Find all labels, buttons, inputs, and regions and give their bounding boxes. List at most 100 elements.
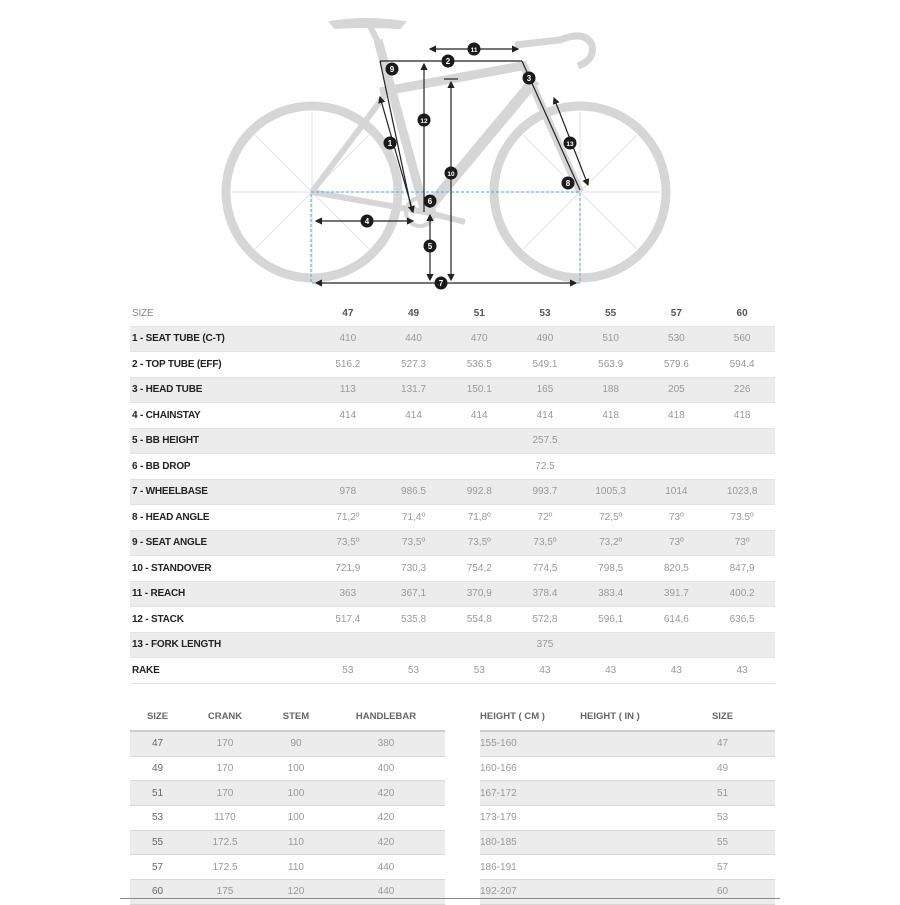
geometry-row: 3 - HEAD TUBE 113 131.7 150.1 165 188 205 226 — [130, 377, 775, 403]
value-cell: 167-172 — [480, 780, 550, 807]
svg-text:11: 11 — [471, 47, 478, 54]
fit-row: 180-185 55 — [480, 830, 775, 856]
svg-text:7: 7 — [439, 279, 444, 288]
value-cell: 49 — [130, 756, 185, 782]
value-cell: 563.9 — [577, 351, 644, 378]
value-cell: 517,4 — [315, 606, 381, 633]
value-cell — [550, 805, 670, 831]
value-cell: 53 — [130, 805, 185, 831]
value-cell: 73º — [709, 530, 775, 556]
components-row: 53 1170 100 420 — [130, 805, 445, 831]
value-cell — [550, 854, 670, 881]
components-row: 51 170 100 420 — [130, 780, 445, 807]
fit-row: 160-166 49 — [480, 756, 775, 782]
value-cell: 188 — [577, 377, 644, 403]
value-cell: 51 — [670, 780, 775, 807]
geometry-row: 7 - WHEELBASE 978 986.5 992.8 993.7 1005,3 101… — [130, 479, 775, 505]
value-cell: 730,3 — [380, 555, 447, 582]
value-cell: 175 — [185, 879, 265, 905]
fit-row: 186-191 57 — [480, 854, 775, 881]
dimension-marker-7: 7 — [434, 276, 448, 290]
value-cell: 51 — [130, 780, 185, 807]
value-cell: 414 — [512, 402, 578, 429]
components-row: 55 172.5 110 420 — [130, 830, 445, 856]
components-row: 49 170 100 400 — [130, 756, 445, 782]
dimension-marker-11: 11 — [467, 42, 481, 56]
value-cell: 57 — [670, 854, 775, 881]
value-cell — [550, 879, 670, 905]
value-cell: 391.7 — [643, 581, 710, 607]
value-cell: 131.7 — [380, 377, 447, 403]
value-cell: 378.4 — [512, 581, 578, 607]
dimension-marker-5: 5 — [423, 239, 437, 253]
value-cell: 73º — [643, 530, 710, 556]
row-label: 11 - REACH — [130, 581, 315, 607]
value-cell: 572,8 — [512, 606, 578, 633]
dimension-marker-1: 1 — [383, 136, 397, 150]
row-label: 6 - BB DROP — [130, 453, 315, 480]
svg-text:10: 10 — [447, 171, 455, 178]
value-cell: 43 — [709, 657, 775, 684]
value-cell: 55 — [670, 830, 775, 856]
value-cell: 383.4 — [577, 581, 644, 607]
value-cell: 53 — [380, 657, 447, 684]
column-header: CRANK — [185, 702, 265, 732]
components-row: 57 172.5 110 440 — [130, 854, 445, 881]
value-cell: 798,5 — [577, 555, 644, 582]
svg-text:12: 12 — [420, 118, 428, 125]
svg-text:8: 8 — [566, 179, 571, 188]
size-column-header: 60 — [709, 301, 775, 327]
value-cell: 155-160 — [480, 731, 550, 757]
value-cell: 536.5 — [446, 351, 513, 378]
value-cell: 72º — [512, 504, 578, 531]
value-cell: 596,1 — [577, 606, 644, 633]
svg-text:1: 1 — [388, 139, 393, 148]
column-header: STEM — [265, 702, 327, 732]
components-table: SIZE CRANK STEM HANDLEBAR 47 170 90 380 49 170 100… — [130, 702, 445, 905]
value-cell: 47 — [130, 731, 185, 757]
column-header: SIZE — [670, 702, 775, 732]
geometry-row: 2 - TOP TUBE (EFF) 516.2 527.3 536.5 549.1 56… — [130, 351, 775, 378]
column-header: SIZE — [130, 702, 185, 732]
value-cell — [550, 780, 670, 807]
value-cell: 554,8 — [446, 606, 513, 633]
svg-text:9: 9 — [390, 65, 395, 74]
value-cell: 510 — [577, 326, 644, 352]
bottom-divider — [120, 898, 780, 899]
fit-row: 173-179 53 — [480, 805, 775, 831]
value-cell: 170 — [185, 756, 265, 782]
value-cell: 614,6 — [643, 606, 710, 633]
dimension-marker-13: 13 — [563, 136, 577, 150]
rider-height-table: HEIGHT ( CM ) HEIGHT ( IN ) SIZE 155-160 47 1… — [480, 702, 775, 905]
size-column-header: 49 — [380, 301, 447, 327]
value-cell: 73,5º — [380, 530, 447, 556]
components-row: 60 175 120 440 — [130, 879, 445, 905]
value-cell: 370,9 — [446, 581, 513, 607]
value-cell: 53 — [670, 805, 775, 831]
value-cell: 73,5º — [512, 530, 578, 556]
value-cell: 367,1 — [380, 581, 447, 607]
size-column-header: 55 — [577, 301, 644, 327]
value-cell: 170 — [185, 780, 265, 807]
value-cell: 60 — [130, 879, 185, 905]
value-cell: 73º — [643, 504, 710, 531]
value-cell: 440 — [327, 879, 445, 905]
value-cell: 49 — [670, 756, 775, 782]
value-cell: 410 — [315, 326, 381, 352]
geometry-table: SIZE 47 49 51 53 55 57 60 1 - SEAT TUBE (C-T) 410… — [130, 301, 775, 684]
shared-value-cell: 375 — [315, 632, 775, 658]
value-cell: 992.8 — [446, 479, 513, 505]
value-cell: 47 — [670, 731, 775, 757]
value-cell: 43 — [512, 657, 578, 684]
value-cell: 470 — [446, 326, 513, 352]
dimension-marker-3: 3 — [522, 71, 536, 85]
value-cell: 380 — [327, 731, 445, 757]
value-cell: 440 — [327, 854, 445, 881]
value-cell: 226 — [709, 377, 775, 403]
row-label: 9 - SEAT ANGLE — [130, 530, 315, 556]
value-cell: 172.5 — [185, 854, 265, 881]
value-cell — [550, 830, 670, 856]
value-cell: 186-191 — [480, 854, 550, 881]
value-cell: 418 — [577, 402, 644, 429]
geometry-row: 11 - REACH 363 367,1 370,9 378.4 383.4 391.7 40… — [130, 581, 775, 607]
